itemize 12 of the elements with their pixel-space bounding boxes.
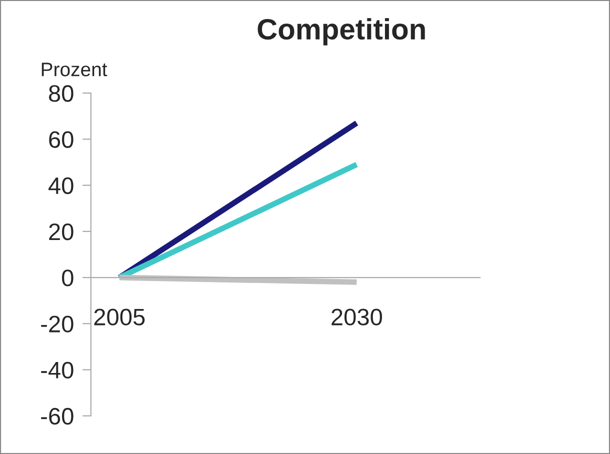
y-tick-label: -40	[41, 362, 74, 379]
y-tick-label: 0	[62, 270, 74, 286]
y-tick-label: 80	[48, 85, 74, 102]
y-tick-label: 20	[49, 223, 74, 240]
x-tick-label: 2005	[94, 308, 145, 326]
y-tick-label: 40	[48, 177, 74, 194]
y-axis-title: Prozent	[42, 62, 108, 76]
y-tick-label: 60	[49, 131, 74, 148]
y-tick-label: -20	[41, 316, 74, 332]
y-tick-label: -60	[41, 408, 74, 425]
chart-title: Competition	[258, 18, 425, 46]
x-tick-label: 2030	[332, 308, 382, 326]
